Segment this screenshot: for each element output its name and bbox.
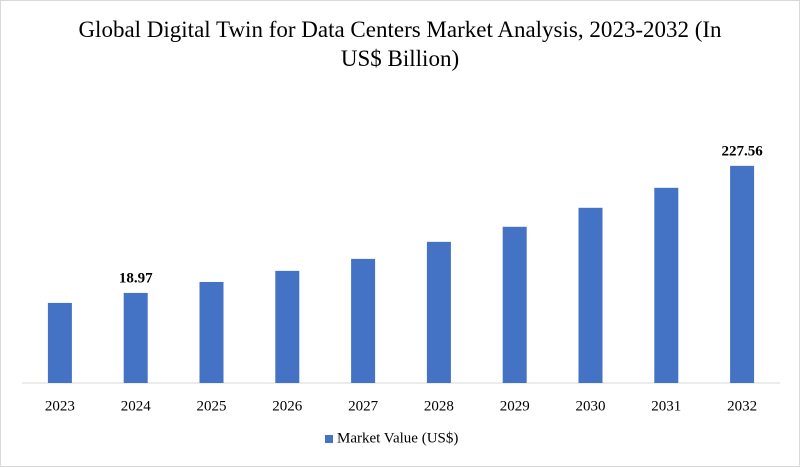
bar bbox=[730, 165, 755, 383]
bar bbox=[502, 226, 527, 383]
bar bbox=[426, 241, 451, 383]
x-tick-label: 2024 bbox=[121, 398, 152, 414]
x-tick-label: 2023 bbox=[45, 398, 75, 414]
bar bbox=[199, 281, 224, 383]
x-tick-label: 2032 bbox=[727, 398, 757, 414]
legend-swatch bbox=[325, 435, 333, 443]
bar bbox=[654, 187, 679, 383]
x-tick-label: 2025 bbox=[197, 398, 227, 414]
data-label: 227.56 bbox=[721, 143, 763, 159]
bar bbox=[578, 207, 603, 383]
x-tick-label: 2029 bbox=[500, 398, 530, 414]
legend-label: Market Value (US$) bbox=[337, 430, 458, 446]
x-tick-label: 2028 bbox=[424, 398, 454, 414]
x-tick-label: 2026 bbox=[272, 398, 303, 414]
bar bbox=[351, 258, 376, 383]
chart-title: Global Digital Twin for Data Centers Mar… bbox=[78, 17, 722, 71]
x-tick-label: 2027 bbox=[348, 398, 379, 414]
bar bbox=[47, 302, 72, 383]
bar bbox=[123, 292, 148, 383]
x-tick-label: 2031 bbox=[651, 398, 681, 414]
x-tick-label: 2030 bbox=[576, 398, 606, 414]
bar bbox=[275, 270, 300, 383]
data-label: 18.97 bbox=[119, 270, 153, 286]
